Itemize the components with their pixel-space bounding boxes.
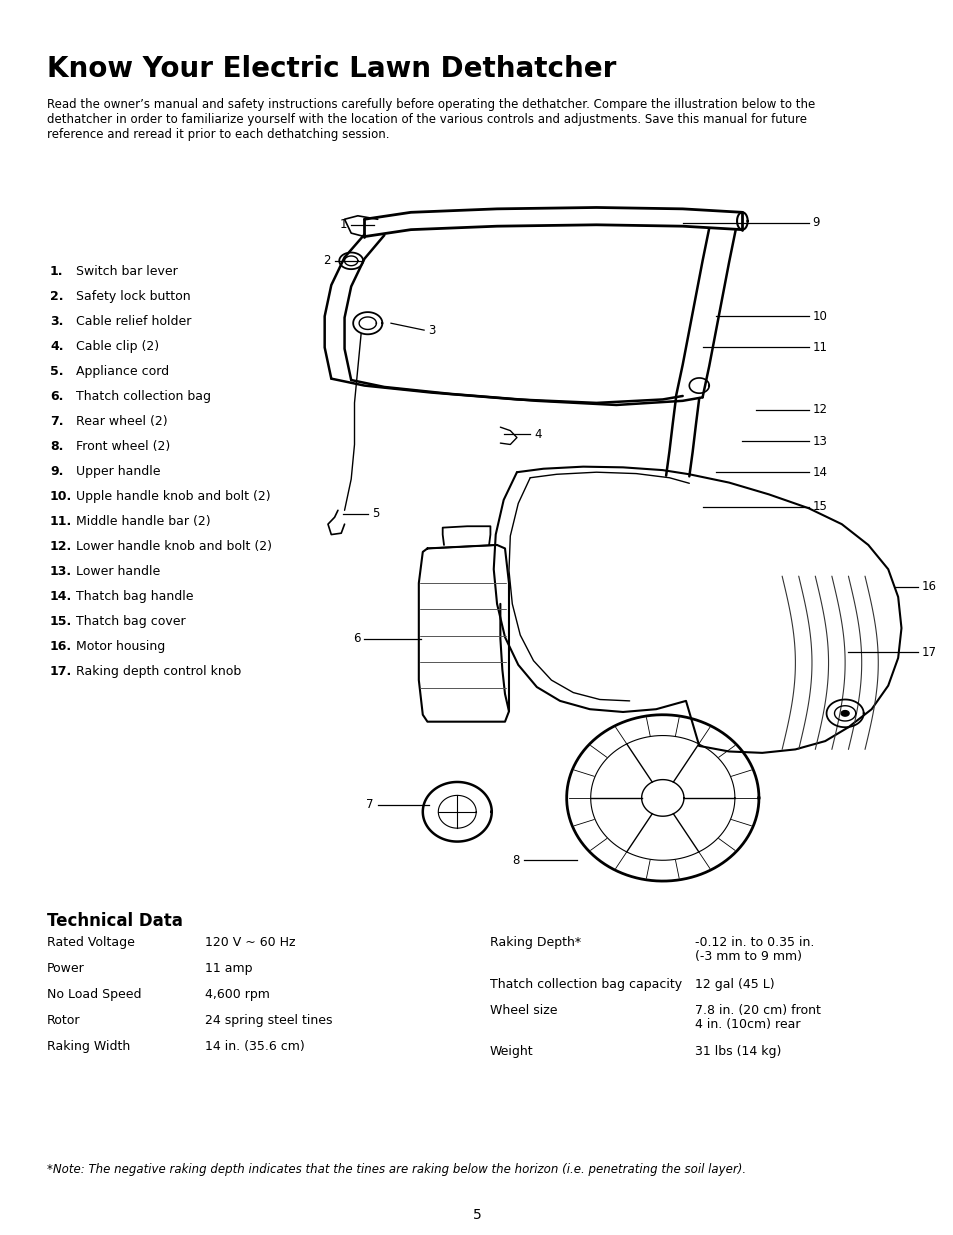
Text: 15: 15	[812, 500, 826, 514]
Text: Raking Width: Raking Width	[47, 1040, 131, 1053]
Text: 5.: 5.	[50, 366, 64, 378]
Text: Lower handle knob and bolt (2): Lower handle knob and bolt (2)	[76, 540, 272, 553]
Text: Thatch bag handle: Thatch bag handle	[76, 590, 193, 603]
Text: Motor housing: Motor housing	[76, 640, 165, 653]
Text: (-3 mm to 9 mm): (-3 mm to 9 mm)	[695, 950, 801, 963]
Text: 10.: 10.	[50, 490, 72, 503]
Text: 7.8 in. (20 cm) front: 7.8 in. (20 cm) front	[695, 1004, 820, 1016]
Text: Raking Depth*: Raking Depth*	[490, 936, 580, 948]
Text: 1: 1	[339, 219, 347, 231]
Text: Raking depth control knob: Raking depth control knob	[76, 664, 241, 678]
Text: 12 gal (45 L): 12 gal (45 L)	[695, 978, 774, 990]
Text: 7: 7	[366, 798, 374, 811]
Text: Appliance cord: Appliance cord	[76, 366, 169, 378]
Text: 4.: 4.	[50, 340, 64, 353]
Text: Read the owner’s manual and safety instructions carefully before operating the d: Read the owner’s manual and safety instr…	[47, 98, 815, 141]
Text: Middle handle bar (2): Middle handle bar (2)	[76, 515, 211, 529]
Text: Thatch collection bag: Thatch collection bag	[76, 390, 211, 403]
Text: 31 lbs (14 kg): 31 lbs (14 kg)	[695, 1045, 781, 1058]
Text: 16: 16	[922, 580, 936, 593]
Text: 12.: 12.	[50, 540, 72, 553]
Text: 13.: 13.	[50, 564, 72, 578]
Text: -0.12 in. to 0.35 in.: -0.12 in. to 0.35 in.	[695, 936, 814, 948]
Text: Thatch bag cover: Thatch bag cover	[76, 615, 186, 629]
Text: Upper handle: Upper handle	[76, 466, 160, 478]
Text: 16.: 16.	[50, 640, 72, 653]
Text: 7.: 7.	[50, 415, 64, 429]
Text: Technical Data: Technical Data	[47, 911, 183, 930]
Text: 5: 5	[472, 1208, 481, 1221]
Polygon shape	[841, 710, 848, 716]
Text: 9: 9	[812, 216, 820, 230]
Text: Lower handle: Lower handle	[76, 564, 160, 578]
Text: 9.: 9.	[50, 466, 63, 478]
Text: 4 in. (10cm) rear: 4 in. (10cm) rear	[695, 1018, 800, 1030]
Text: Upple handle knob and bolt (2): Upple handle knob and bolt (2)	[76, 490, 271, 503]
Text: 11.: 11.	[50, 515, 72, 529]
Text: 15.: 15.	[50, 615, 72, 629]
Text: Rotor: Rotor	[47, 1014, 80, 1028]
Text: Cable relief holder: Cable relief holder	[76, 315, 192, 329]
Text: 6.: 6.	[50, 390, 63, 403]
Text: Safety lock button: Safety lock button	[76, 290, 191, 303]
Text: Front wheel (2): Front wheel (2)	[76, 440, 170, 453]
Text: Know Your Electric Lawn Dethatcher: Know Your Electric Lawn Dethatcher	[47, 56, 616, 83]
Text: 4,600 rpm: 4,600 rpm	[205, 988, 270, 1002]
Text: Thatch collection bag capacity: Thatch collection bag capacity	[490, 978, 681, 990]
Text: 14: 14	[812, 466, 827, 479]
Text: 8: 8	[512, 853, 519, 867]
Text: 4: 4	[534, 427, 541, 441]
Text: No Load Speed: No Load Speed	[47, 988, 141, 1002]
Text: 3: 3	[428, 324, 435, 337]
Text: Cable clip (2): Cable clip (2)	[76, 340, 159, 353]
Text: 13: 13	[812, 435, 826, 447]
Text: 11: 11	[812, 341, 827, 354]
Text: 2: 2	[323, 254, 331, 267]
Text: 14 in. (35.6 cm): 14 in. (35.6 cm)	[205, 1040, 304, 1053]
Text: 17.: 17.	[50, 664, 72, 678]
Text: 3.: 3.	[50, 315, 63, 329]
Text: 10: 10	[812, 310, 826, 322]
Text: Switch bar lever: Switch bar lever	[76, 266, 177, 278]
Text: Wheel size: Wheel size	[490, 1004, 557, 1016]
Text: 17: 17	[922, 646, 936, 659]
Text: 24 spring steel tines: 24 spring steel tines	[205, 1014, 333, 1028]
Text: Power: Power	[47, 962, 85, 974]
Text: *Note: The negative raking depth indicates that the tines are raking below the h: *Note: The negative raking depth indicat…	[47, 1163, 745, 1176]
Text: 2.: 2.	[50, 290, 64, 303]
Text: 8.: 8.	[50, 440, 63, 453]
Text: Rated Voltage: Rated Voltage	[47, 936, 134, 948]
Text: 11 amp: 11 amp	[205, 962, 253, 974]
Text: Rear wheel (2): Rear wheel (2)	[76, 415, 168, 429]
Text: 5: 5	[372, 508, 378, 520]
Text: 14.: 14.	[50, 590, 72, 603]
Text: 12: 12	[812, 404, 827, 416]
Text: 120 V ~ 60 Hz: 120 V ~ 60 Hz	[205, 936, 295, 948]
Text: 1.: 1.	[50, 266, 64, 278]
Text: Weight: Weight	[490, 1045, 533, 1058]
Text: 6: 6	[353, 632, 360, 645]
